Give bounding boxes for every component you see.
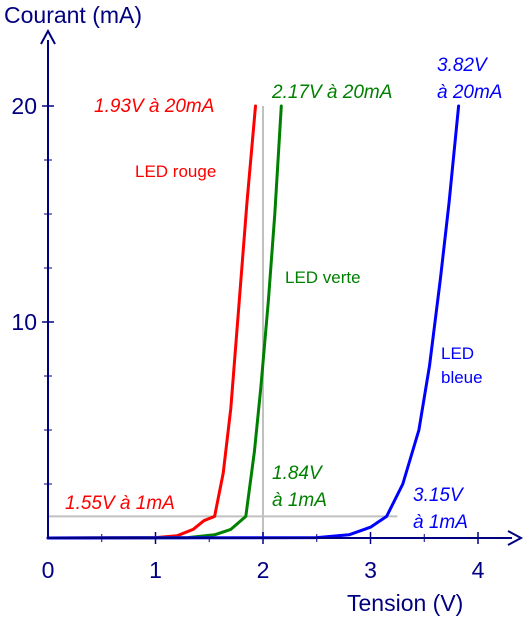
led-bleue-label-line1: LED — [441, 344, 474, 363]
y-tick-label: 10 — [11, 309, 37, 335]
x-axis-arrow — [507, 530, 524, 546]
x-tick-label: 0 — [42, 557, 55, 583]
red-bottom-annotation: 1.55V à 1mA — [65, 493, 175, 514]
blue-top-annotation-line1: 3.82V — [437, 55, 489, 76]
led-rouge-label: LED rouge — [135, 162, 216, 181]
axes — [40, 28, 524, 546]
green-top-annotation: 2.17V à 20mA — [271, 82, 392, 103]
minor-ticks — [42, 105, 479, 544]
y-axis-arrow — [40, 28, 56, 45]
x-axis-title: Tension (V) — [347, 590, 463, 616]
blue-top-annotation-line2: à 20mA — [437, 82, 502, 103]
led-verte-label: LED verte — [285, 268, 361, 287]
x-tick-label: 2 — [257, 557, 270, 583]
green-bottom-annotation-line1: 1.84V — [272, 463, 324, 484]
x-tick-label: 4 — [472, 557, 485, 583]
blue-bottom-annotation-line1: 3.15V — [413, 485, 465, 506]
red-top-annotation: 1.93V à 20mA — [94, 96, 214, 117]
y-tick-label: 20 — [11, 93, 37, 119]
blue-bottom-annotation-line2: à 1mA — [413, 512, 468, 533]
y-axis-title: Courant (mA) — [4, 2, 142, 28]
x-tick-label: 1 — [149, 557, 162, 583]
guide-lines — [48, 106, 398, 538]
series-line-led-bleue — [46, 104, 461, 540]
green-bottom-annotation-line2: à 1mA — [272, 490, 327, 511]
tick-labels: 0 1 2 3 4 10 20 — [11, 93, 484, 583]
x-tick-label: 3 — [364, 557, 377, 583]
led-curves — [46, 104, 461, 540]
series-line-led-verte — [46, 104, 283, 540]
led-bleue-label-line2: bleue — [441, 368, 483, 387]
